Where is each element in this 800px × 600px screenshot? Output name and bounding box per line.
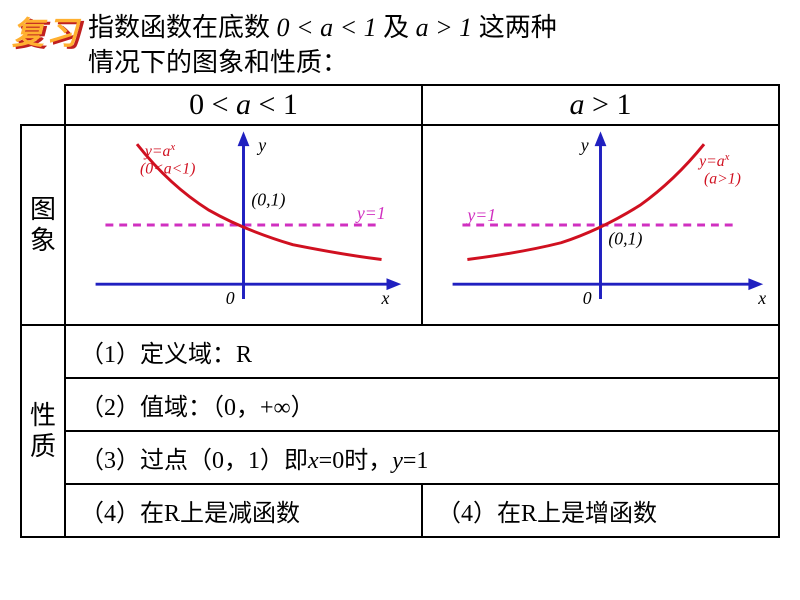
intro-line2: 情况下的图象和性质： <box>88 48 348 77</box>
review-text-front: 复习 <box>12 15 80 51</box>
col-head-right: a > 1 <box>422 85 779 125</box>
graph-cell-left: y x 0 (0,1) y=ax (0<a<1) y=1 <box>65 125 422 325</box>
prop-decreasing: （4）在R上是减函数 <box>65 484 422 537</box>
point-label: (0,1) <box>251 189 285 209</box>
cond-label: (a>1) <box>704 171 741 188</box>
x-axis-label: x <box>757 288 766 308</box>
prop-increasing: （4）在R上是增函数 <box>422 484 779 537</box>
y-arrow-icon <box>595 132 607 147</box>
intro-pre: 指数函数在底数 <box>88 13 277 42</box>
intro-post: 这两种 <box>472 13 557 42</box>
graph-right-svg: y x 0 (0,1) y=ax (a>1) y=1 <box>423 126 778 324</box>
p3-mid: =0时， <box>319 448 393 474</box>
func-label: y=ax <box>697 151 730 170</box>
point-label: (0,1) <box>608 229 642 249</box>
header-row: 0 < a < 1 a > 1 <box>21 85 779 125</box>
x-axis-label: x <box>381 288 390 308</box>
intro-cond1: 0 < a < 1 <box>277 13 377 42</box>
review-badge: 复习 复习 <box>12 8 88 54</box>
graph-left-svg: y x 0 (0,1) y=ax (0<a<1) y=1 <box>66 126 421 324</box>
cond-label: (0<a<1) <box>140 161 195 178</box>
intro-cond2: a > 1 <box>416 13 473 42</box>
y-axis-label: y <box>256 135 266 155</box>
prop-domain: （1）定义域：R <box>65 325 779 378</box>
prop-row-4: （4）在R上是减函数 （4）在R上是增函数 <box>21 484 779 537</box>
prop-row-2: （2）值域：（0，+∞） <box>21 378 779 431</box>
prop-row-3: （3）过点（0，1）即x=0时，y=1 <box>21 431 779 484</box>
row-head-graph: 图象 <box>21 125 65 325</box>
curve-increasing <box>467 144 704 259</box>
origin-label: 0 <box>583 288 592 308</box>
asym-label: y=1 <box>465 205 496 225</box>
graph-row: 图象 y x 0 (0,1) y=ax (0<a<1) y=1 <box>21 125 779 325</box>
p3-x: x <box>308 448 319 474</box>
asym-label: y=1 <box>355 203 386 223</box>
p3-y: y <box>392 448 403 474</box>
intro-mid: 及 <box>377 13 416 42</box>
row-head-props: 性质 <box>21 325 65 537</box>
origin-label: 0 <box>226 288 235 308</box>
prop-point: （3）过点（0，1）即x=0时，y=1 <box>65 431 779 484</box>
prop-range: （2）值域：（0，+∞） <box>65 378 779 431</box>
intro-text: 指数函数在底数 0 < a < 1 及 a > 1 这两种 情况下的图象和性质： <box>88 8 557 80</box>
header: 复习 复习 指数函数在底数 0 < a < 1 及 a > 1 这两种 情况下的… <box>0 0 800 84</box>
func-label: y=ax <box>143 141 176 160</box>
corner-cell <box>21 85 65 125</box>
p3-end: =1 <box>403 448 429 474</box>
graph-cell-right: y x 0 (0,1) y=ax (a>1) y=1 <box>422 125 779 325</box>
comparison-table: 0 < a < 1 a > 1 图象 y x 0 <box>20 84 780 538</box>
p3-pre: （3）过点（0，1）即 <box>80 448 308 474</box>
y-axis-label: y <box>579 135 589 155</box>
col-head-left: 0 < a < 1 <box>65 85 422 125</box>
y-arrow-icon <box>238 132 250 147</box>
prop-row-1: 性质 （1）定义域：R <box>21 325 779 378</box>
